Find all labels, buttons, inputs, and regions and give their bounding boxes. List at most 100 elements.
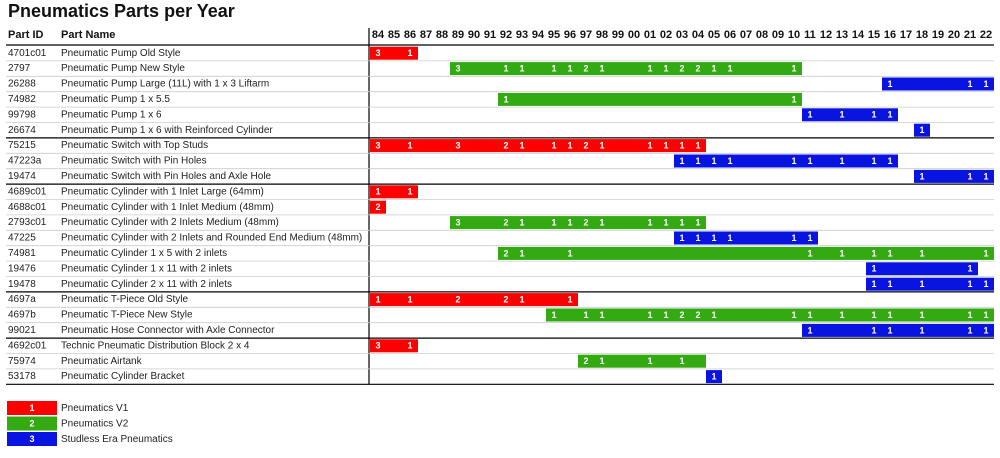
year-header: 18 (916, 29, 928, 41)
year-count: 1 (599, 217, 604, 227)
part-id: 75215 (8, 140, 36, 151)
year-count: 1 (967, 325, 972, 335)
year-count: 1 (839, 310, 844, 320)
year-count: 1 (551, 310, 556, 320)
part-name: Pneumatic Switch with Top Studs (61, 140, 208, 151)
year-count: 1 (551, 217, 556, 227)
year-count: 1 (407, 48, 412, 58)
year-count: 1 (871, 325, 876, 335)
year-count: 1 (727, 233, 732, 243)
year-count: 1 (807, 248, 812, 258)
era-bar (546, 308, 994, 322)
year-header: 86 (404, 29, 416, 41)
year-header: 08 (756, 29, 768, 41)
part-id: 26674 (8, 125, 36, 136)
year-header: 13 (836, 29, 848, 41)
year-count: 1 (663, 63, 668, 73)
year-count: 1 (871, 156, 876, 166)
year-count: 1 (375, 294, 380, 304)
part-id: 75974 (8, 356, 36, 367)
year-count: 1 (711, 233, 716, 243)
part-name: Pneumatic Pump 1 x 6 (61, 109, 162, 120)
year-count: 1 (519, 248, 524, 258)
year-count: 1 (679, 156, 684, 166)
year-count: 1 (871, 310, 876, 320)
era-bar (674, 231, 818, 245)
year-header: 10 (788, 29, 800, 41)
year-header: 95 (548, 29, 560, 41)
year-header: 12 (820, 29, 832, 41)
year-header: 92 (500, 29, 512, 41)
year-count: 1 (791, 94, 796, 104)
year-count: 1 (567, 140, 572, 150)
part-name: Pneumatic Switch with Pin Holes (61, 156, 207, 167)
year-count: 1 (967, 310, 972, 320)
year-count: 2 (695, 63, 700, 73)
part-name: Pneumatic Cylinder Bracket (61, 371, 185, 382)
year-count: 3 (455, 217, 460, 227)
year-count: 1 (871, 110, 876, 120)
year-count: 2 (503, 294, 508, 304)
part-name: Technic Pneumatic Distribution Block 2 x… (61, 340, 250, 351)
part-name: Pneumatic Cylinder 2 x 11 with 2 inlets (61, 279, 232, 290)
year-count: 1 (983, 325, 988, 335)
year-count: 1 (375, 187, 380, 197)
era-bar (450, 216, 706, 230)
year-header: 00 (628, 29, 640, 41)
year-header: 16 (884, 29, 896, 41)
year-count: 1 (887, 79, 892, 89)
era-bar (370, 185, 418, 199)
year-header: 11 (804, 29, 816, 41)
part-id: 99021 (8, 325, 36, 336)
year-count: 1 (599, 140, 604, 150)
year-count: 1 (519, 140, 524, 150)
era-bar (370, 46, 418, 60)
year-count: 1 (791, 233, 796, 243)
year-count: 1 (919, 310, 924, 320)
year-count: 1 (791, 156, 796, 166)
legend-label: Studless Era Pneumatics (61, 434, 173, 445)
year-header: 20 (948, 29, 960, 41)
part-id: 47223a (8, 156, 42, 167)
year-header: 89 (452, 29, 464, 41)
year-count: 1 (679, 356, 684, 366)
part-name: Pneumatic Pump New Style (61, 63, 185, 74)
year-count: 1 (967, 264, 972, 274)
year-count: 1 (807, 156, 812, 166)
year-header: 04 (692, 29, 705, 41)
year-count: 1 (919, 248, 924, 258)
year-count: 1 (791, 310, 796, 320)
part-name: Pneumatic Hose Connector with Axle Conne… (61, 325, 275, 336)
year-count: 2 (583, 63, 588, 73)
legend-swatch (7, 416, 57, 431)
era-bar (674, 154, 898, 168)
year-count: 1 (567, 248, 572, 258)
year-header: 99 (612, 29, 624, 41)
part-name: Pneumatic Cylinder with 2 Inlets and Rou… (61, 233, 362, 244)
era-bar (370, 200, 386, 214)
year-header: 03 (676, 29, 688, 41)
year-count: 1 (807, 310, 812, 320)
part-name: Pneumatic Cylinder 1 x 11 with 2 inlets (61, 263, 232, 274)
part-name: Pneumatic Pump Old Style (61, 48, 181, 59)
year-count: 1 (407, 140, 412, 150)
col-header: Part ID (8, 29, 44, 41)
year-count: 1 (983, 171, 988, 181)
part-name: Pneumatic Pump Large (11L) with 1 x 3 Li… (61, 79, 269, 90)
year-count: 1 (519, 217, 524, 227)
legend-swatch (7, 401, 57, 415)
year-count: 1 (663, 217, 668, 227)
era-bar (578, 354, 706, 368)
year-header: 19 (932, 29, 944, 41)
legend-swatch (7, 432, 57, 446)
part-name: Pneumatic T-Piece Old Style (61, 294, 189, 305)
part-name: Pneumatic Cylinder with 1 Inlet Large (6… (61, 186, 264, 197)
part-id: 53178 (8, 371, 36, 382)
year-count: 1 (407, 294, 412, 304)
year-count: 1 (919, 125, 924, 135)
year-header: 88 (436, 29, 448, 41)
year-count: 1 (967, 79, 972, 89)
era-bar (866, 277, 994, 291)
year-count: 2 (583, 356, 588, 366)
year-header: 91 (484, 29, 496, 41)
